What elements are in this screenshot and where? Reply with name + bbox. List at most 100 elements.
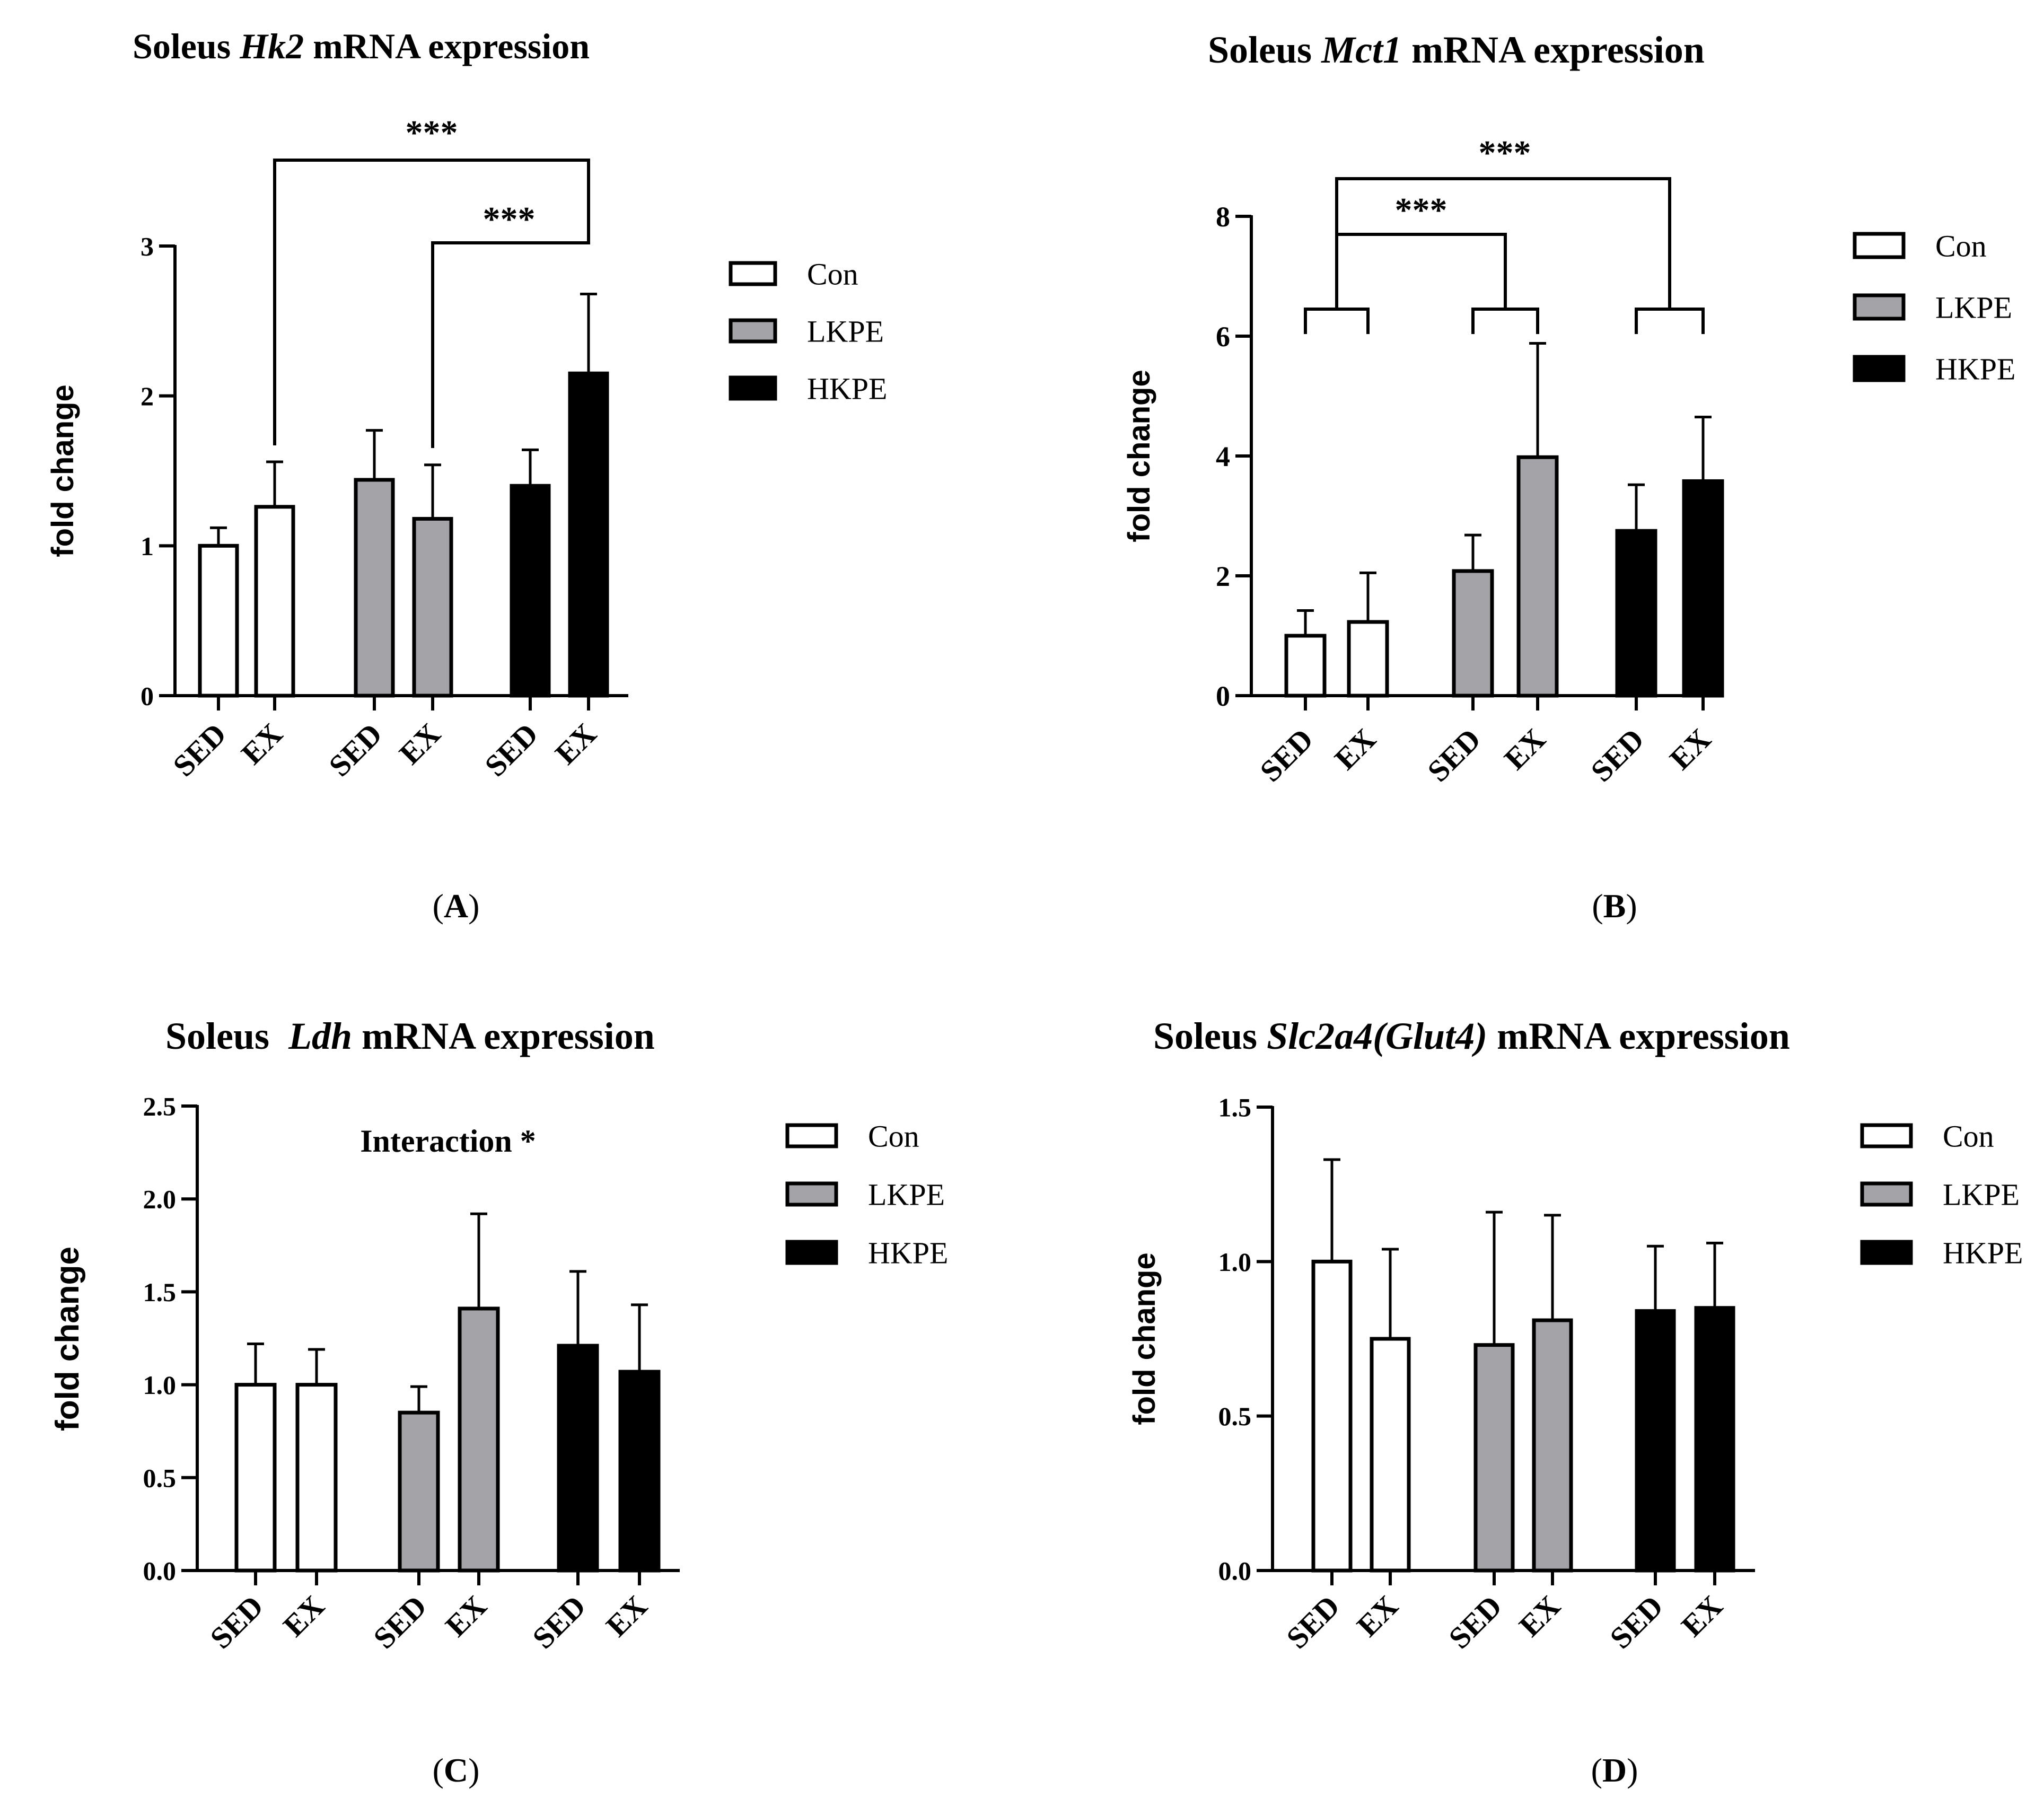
y-tick-label: 1.0 <box>143 1370 177 1400</box>
y-tick-label: 3 <box>141 232 154 261</box>
panel-label-open: ( <box>1592 887 1603 925</box>
chart-title: Soleus Ldh mRNA expression <box>165 1015 655 1057</box>
chart-title-prefix: Soleus <box>165 1015 288 1057</box>
y-tick-label: 2.5 <box>143 1092 177 1121</box>
y-tick-label: 1.0 <box>1218 1247 1252 1277</box>
bar-hkpe-ex <box>568 371 609 698</box>
panel-label: (D) <box>1591 1751 1638 1789</box>
significance-stars: *** <box>1395 191 1448 230</box>
legend-label-hkpe: HKPE <box>1943 1235 2023 1270</box>
chart-panel-a: Soleus Hk2 mRNA expression fold change 0 1 2… <box>46 26 887 925</box>
panel-label-letter: C <box>444 1751 468 1789</box>
y-tick-label: 0.0 <box>143 1556 177 1586</box>
legend-label-con: Con <box>1935 229 1987 263</box>
legend-label-con: Con <box>868 1119 919 1153</box>
bar-hkpe-sed <box>1615 529 1657 698</box>
legend-label-lkpe: LKPE <box>1943 1177 2020 1212</box>
bar-hkpe-ex <box>618 1370 661 1573</box>
legend-swatch-con <box>1860 1123 1913 1148</box>
chart-title-prefix: Soleus <box>1208 29 1321 71</box>
panel-label-close: ) <box>1626 887 1637 925</box>
bar-hkpe-sed <box>510 484 551 698</box>
panel-label-letter: A <box>444 887 468 925</box>
legend-swatch-hkpe <box>729 375 777 401</box>
y-axis-label: fold change <box>49 1247 86 1431</box>
panel-label-letter: D <box>1602 1751 1627 1789</box>
y-tick-label: 8 <box>1216 201 1230 233</box>
chart-title-prefix: Soleus <box>1153 1015 1267 1057</box>
bar-hkpe-sed <box>557 1344 599 1573</box>
legend-label-hkpe: HKPE <box>868 1235 948 1270</box>
chart-title-gene: Ldh <box>288 1015 352 1057</box>
significance-bracket <box>431 217 590 448</box>
legend-swatch-con <box>785 1123 838 1148</box>
legend-swatch-lkpe <box>785 1181 838 1207</box>
panel-label: (B) <box>1592 887 1637 925</box>
legend-swatch-lkpe <box>729 318 777 344</box>
bar-lkpe-ex <box>1532 1318 1573 1573</box>
significance-stars: *** <box>483 200 536 239</box>
chart-title-gene: Hk2 <box>239 26 304 66</box>
y-tick-label: 0.5 <box>143 1463 177 1493</box>
panel-label-close: ) <box>468 887 479 925</box>
legend-swatch-lkpe <box>1860 1181 1913 1207</box>
y-tick-label: 2 <box>1216 560 1230 592</box>
significance-bracket <box>1335 233 1507 309</box>
panel-label-close: ) <box>1627 1751 1638 1789</box>
chart-title-gene: Mct1 <box>1321 29 1402 71</box>
bar-lkpe-ex <box>458 1306 500 1573</box>
bar-con-sed <box>1311 1259 1353 1573</box>
panel-label: (A) <box>433 887 480 925</box>
legend-label-hkpe: HKPE <box>807 371 887 406</box>
legend-swatch-con <box>729 261 777 286</box>
legend-label-lkpe: LKPE <box>868 1177 945 1212</box>
bar-hkpe-ex <box>1694 1306 1735 1573</box>
bar-lkpe-sed <box>354 478 395 698</box>
y-tick-label: 2.0 <box>143 1185 177 1214</box>
chart-panel-b: Soleus Mct1 mRNA expression fold change 0 2… <box>1122 29 2015 925</box>
panel-label: (C) <box>433 1751 480 1789</box>
y-tick-label: 6 <box>1216 321 1230 353</box>
interaction-annotation: Interaction * <box>360 1124 536 1159</box>
chart-title-suffix: mRNA expression <box>1402 29 1705 71</box>
panel-label-letter: B <box>1603 887 1626 925</box>
legend-swatch-hkpe <box>1860 1240 1913 1265</box>
y-tick-label: 2 <box>141 381 154 411</box>
chart-title-gene: Slc2a4(Glut4) <box>1267 1015 1487 1057</box>
legend-swatch-hkpe <box>1853 355 1906 382</box>
y-tick-label: 1.5 <box>1218 1093 1252 1122</box>
chart-title-suffix: mRNA expression <box>1487 1015 1790 1057</box>
chart-title: Soleus Slc2a4(Glut4) mRNA expression <box>1153 1015 1790 1057</box>
bar-lkpe-sed <box>398 1410 440 1573</box>
bar-con-ex <box>295 1383 338 1573</box>
bar-con-ex <box>1370 1337 1411 1573</box>
legend-swatch-hkpe <box>785 1240 838 1265</box>
bar-con-ex <box>1347 620 1389 698</box>
y-axis-label: fold change <box>1122 370 1156 542</box>
chart-title: Soleus Mct1 mRNA expression <box>1208 29 1705 71</box>
legend-swatch-con <box>1853 232 1906 259</box>
panel-label-open: ( <box>433 887 444 925</box>
significance-bracket <box>273 159 590 445</box>
chart-title-prefix: Soleus <box>133 26 240 66</box>
y-tick-label: 0 <box>141 681 154 711</box>
bar-lkpe-ex <box>412 516 453 698</box>
legend-label-lkpe: LKPE <box>807 314 884 348</box>
bar-hkpe-ex <box>1682 479 1724 698</box>
bar-con-sed <box>234 1383 277 1573</box>
significance-stars: *** <box>406 113 458 152</box>
legend-label-con: Con <box>807 257 858 291</box>
bar-con-sed <box>198 543 239 698</box>
bar-lkpe-ex <box>1516 455 1559 698</box>
bar-con-ex <box>254 505 295 698</box>
panel-label-close: ) <box>468 1751 479 1789</box>
chart-title-suffix: mRNA expression <box>304 26 590 66</box>
bar-lkpe-sed <box>1452 569 1494 698</box>
legend-swatch-lkpe <box>1853 293 1906 321</box>
y-tick-label: 0.0 <box>1218 1556 1252 1586</box>
y-tick-label: 1 <box>141 531 154 561</box>
y-tick-label: 0 <box>1216 680 1230 712</box>
legend-label-hkpe: HKPE <box>1935 352 2015 386</box>
bar-lkpe-sed <box>1473 1343 1515 1573</box>
